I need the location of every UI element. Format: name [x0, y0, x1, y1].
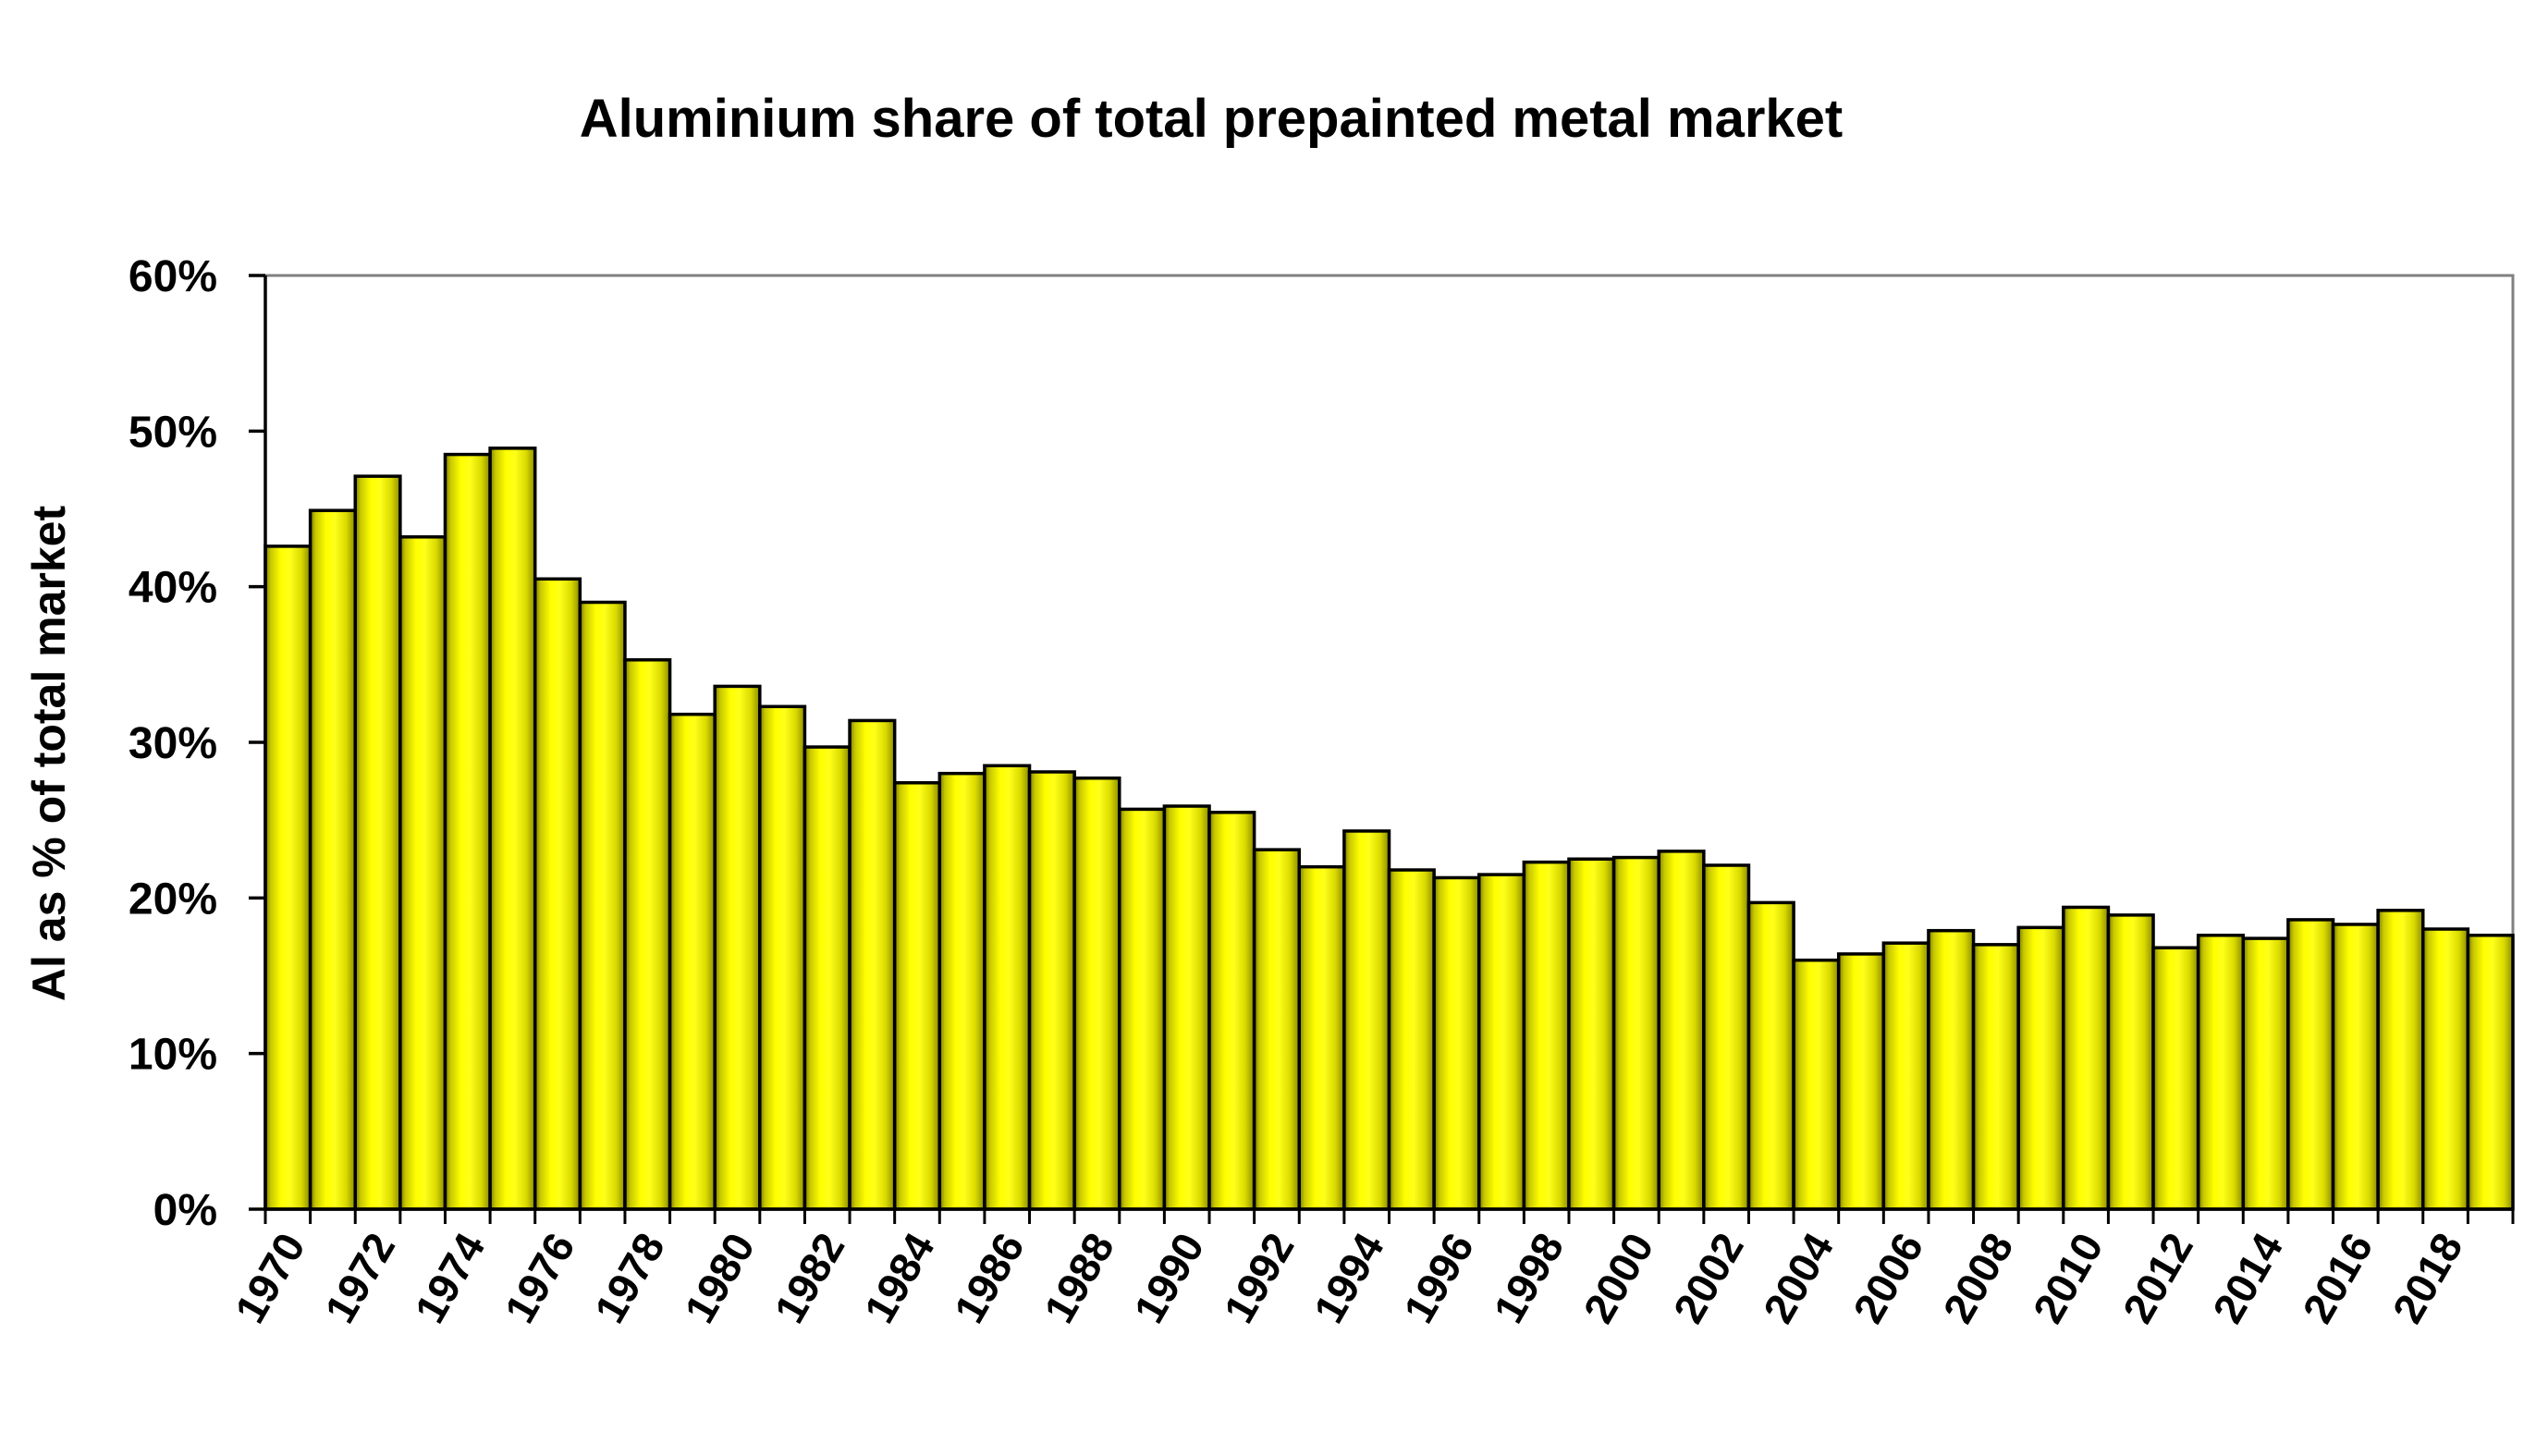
x-tick-label: 2010 [2024, 1225, 2113, 1331]
bar-1992 [1252, 848, 1302, 1211]
x-tick-label: 1984 [854, 1225, 943, 1331]
bar-1972 [353, 474, 402, 1211]
bar-1973 [398, 535, 447, 1211]
x-tick-label: 2008 [1933, 1225, 2022, 1331]
bar-1976 [533, 577, 582, 1211]
bar-1980 [713, 684, 762, 1211]
chart-title: Aluminium share of total prepainted meta… [580, 89, 1844, 149]
bar-2014 [2241, 936, 2290, 1211]
bar-1977 [578, 600, 627, 1211]
bar-1978 [623, 658, 672, 1211]
bar-1974 [443, 452, 492, 1211]
y-tick-label: 20% [129, 875, 217, 924]
bar-1970 [263, 544, 312, 1211]
bar-2008 [1971, 943, 2020, 1211]
x-tick-label: 1982 [765, 1225, 853, 1331]
bar-2011 [2106, 913, 2155, 1211]
x-tick-label: 1988 [1035, 1225, 1123, 1331]
bar-1994 [1342, 829, 1391, 1211]
bar-1981 [758, 704, 807, 1211]
x-tick-label: 1990 [1124, 1225, 1213, 1331]
bar-2001 [1657, 850, 1706, 1211]
y-tick-label: 10% [129, 1031, 217, 1080]
x-tick-label: 2004 [1754, 1225, 1843, 1331]
bar-2019 [2466, 933, 2515, 1211]
x-tick-label: 1980 [675, 1225, 764, 1331]
bar-1991 [1207, 811, 1256, 1211]
x-tick-label: 1986 [945, 1225, 1034, 1331]
y-axis-title: Al as % of total market [23, 506, 75, 1002]
bar-1990 [1162, 804, 1211, 1211]
bar-1989 [1118, 807, 1167, 1211]
bar-2018 [2421, 927, 2470, 1211]
bar-1975 [488, 447, 537, 1211]
x-tick-label: 1970 [226, 1225, 314, 1331]
x-tick-label: 1974 [405, 1225, 494, 1331]
x-tick-label: 2012 [2113, 1225, 2202, 1331]
x-tick-label: 1998 [1484, 1225, 1573, 1331]
x-tick-label: 2014 [2203, 1225, 2292, 1331]
x-tick-label: 2000 [1574, 1225, 1662, 1331]
y-tick-label: 0% [153, 1186, 217, 1235]
bar-1979 [668, 712, 717, 1211]
bar-1993 [1297, 864, 1346, 1211]
bar-2002 [1702, 863, 1751, 1211]
bar-1988 [1072, 776, 1121, 1211]
x-tick-label: 2006 [1844, 1225, 1932, 1331]
y-tick-label: 30% [129, 719, 217, 768]
bar-1971 [308, 508, 357, 1211]
x-tick-label: 1996 [1394, 1225, 1483, 1331]
bar-1985 [937, 771, 986, 1211]
bar-1999 [1567, 857, 1616, 1211]
bar-1982 [802, 745, 851, 1211]
bar-2010 [2062, 905, 2111, 1211]
bar-2006 [1881, 941, 1930, 1211]
x-tick-label: 1992 [1214, 1225, 1303, 1331]
bar-2000 [1611, 855, 1660, 1211]
bar-2003 [1746, 900, 1795, 1211]
x-tick-label: 1994 [1305, 1225, 1393, 1331]
y-tick-label: 40% [129, 564, 217, 613]
x-tick-label: 1972 [315, 1225, 404, 1331]
x-tick-label: 2016 [2293, 1225, 2382, 1331]
bar-1997 [1476, 873, 1526, 1211]
bar-2007 [1927, 928, 1976, 1211]
bar-1987 [1027, 770, 1076, 1211]
x-tick-label: 2018 [2383, 1225, 2472, 1331]
bar-2004 [1792, 958, 1841, 1211]
bar-1998 [1522, 860, 1571, 1211]
bar-1995 [1387, 868, 1436, 1211]
bar-2015 [2286, 918, 2335, 1211]
bar-1986 [983, 764, 1032, 1211]
y-tick-label: 60% [129, 252, 217, 301]
bar-1983 [848, 718, 897, 1211]
bar-2005 [1836, 952, 1886, 1211]
x-tick-label: 1978 [585, 1225, 674, 1331]
bar-2017 [2376, 909, 2425, 1211]
y-tick-label: 50% [129, 408, 217, 457]
bar-2016 [2331, 923, 2380, 1211]
x-tick-label: 2002 [1664, 1225, 1753, 1331]
bar-2013 [2196, 933, 2246, 1211]
bar-2012 [2151, 946, 2200, 1211]
bar-1996 [1432, 875, 1481, 1211]
bar-2009 [2016, 925, 2065, 1211]
x-tick-label: 1976 [495, 1225, 583, 1331]
bar-1984 [892, 781, 942, 1211]
